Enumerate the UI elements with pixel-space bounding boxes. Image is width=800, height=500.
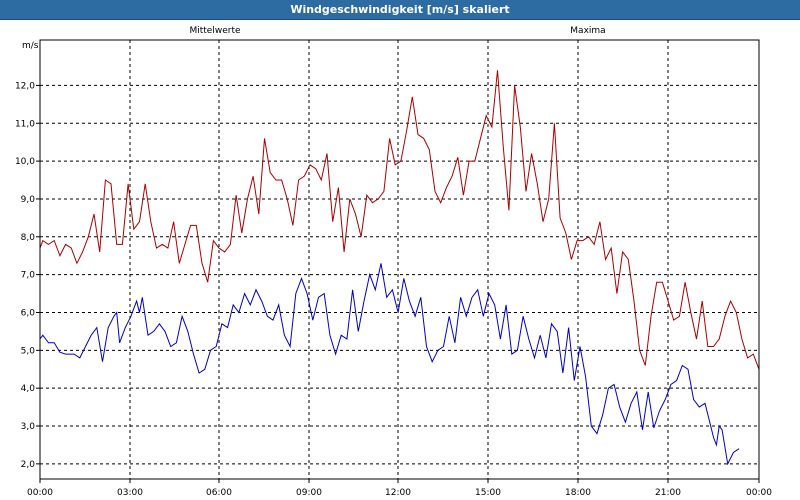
series-line-maxima: [39, 70, 760, 370]
y-tick-label: 4,0: [21, 384, 36, 394]
x-axis-ticks: 00:0023.10.1703:0023.10.1706:0023.10.170…: [27, 479, 772, 498]
y-tick-label: 7,0: [21, 271, 36, 281]
x-tick-time: 21:00: [655, 488, 681, 498]
y-tick-label: 8,0: [21, 233, 36, 243]
y-tick-label: 5,0: [21, 346, 36, 356]
y-tick-label: 10,0: [15, 157, 35, 167]
wind-speed-chart: m/s Mittelwerte Maxima 2,0 3,0 4,0 5,0 6,0 7,…: [0, 20, 800, 500]
window-title: Windgeschwindigkeit [m/s] skaliert: [290, 3, 510, 16]
y-axis-ticks: 2,0 3,0 4,0 5,0 6,0 7,0 8,0 9,0 10,0 11,0 12,0: [15, 81, 40, 470]
series-line-mittelwerte: [39, 263, 740, 466]
plot-frame: [39, 39, 760, 480]
x-tick-time: 00:00: [746, 488, 772, 498]
x-tick-time: 09:00: [296, 488, 322, 498]
x-tick-time: 06:00: [206, 488, 232, 498]
x-tick-time: 00:00: [27, 488, 53, 498]
x-tick-time: 03:00: [117, 488, 143, 498]
y-axis-unit-label: m/s: [22, 41, 39, 51]
x-tick-time: 18:00: [565, 488, 591, 498]
window-title-bar: Windgeschwindigkeit [m/s] skaliert: [0, 0, 800, 20]
y-tick-label: 2,0: [21, 460, 36, 470]
series-lines: [39, 70, 760, 466]
legend-maxima: Maxima: [570, 26, 605, 36]
y-tick-label: 3,0: [21, 422, 36, 432]
grid: [40, 40, 759, 479]
y-tick-label: 9,0: [21, 195, 36, 205]
x-tick-time: 12:00: [385, 488, 411, 498]
y-tick-label: 12,0: [15, 81, 35, 91]
x-tick-time: 15:00: [475, 488, 501, 498]
y-tick-label: 11,0: [15, 119, 35, 129]
legend-mittelwerte: Mittelwerte: [189, 26, 240, 36]
y-tick-label: 6,0: [21, 308, 36, 318]
